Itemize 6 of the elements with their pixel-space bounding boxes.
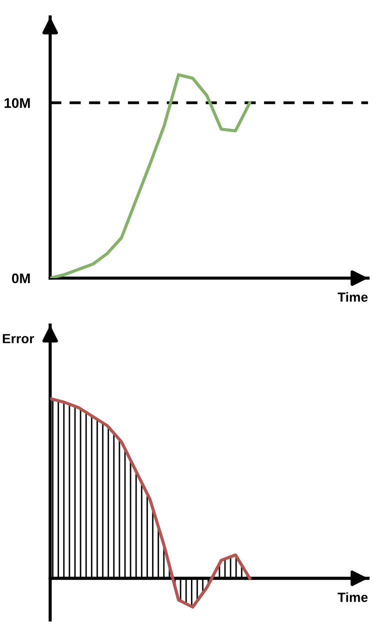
y-tick-label: 10M — [4, 98, 30, 108]
line-series — [50, 73, 252, 278]
y-tick-label: 0M — [12, 273, 30, 284]
x-axis-title: Time — [338, 592, 368, 602]
x-axis-title: Time — [338, 292, 368, 302]
y-axis-title: Error — [2, 334, 34, 344]
